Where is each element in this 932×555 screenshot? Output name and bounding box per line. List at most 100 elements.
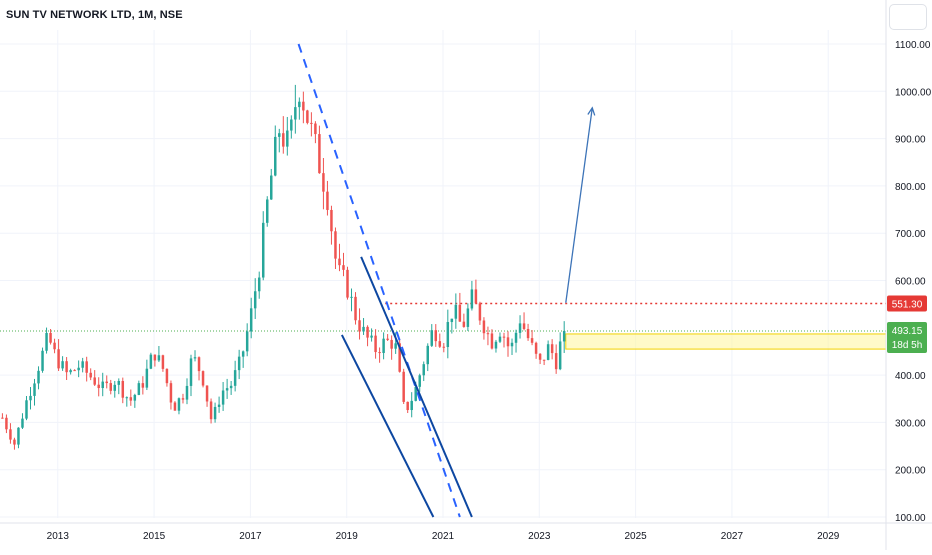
resistance-label-bg <box>887 295 927 312</box>
candle-body <box>33 383 36 396</box>
candle-body <box>434 330 438 342</box>
candle-body <box>45 332 48 351</box>
candle-body <box>85 361 88 373</box>
candle-body <box>550 344 554 354</box>
candle-body <box>510 342 514 347</box>
candle-body <box>29 395 32 401</box>
candle-body <box>141 383 145 388</box>
candle-body <box>229 385 233 389</box>
candle-body <box>450 318 454 323</box>
candle-body <box>518 323 522 333</box>
price-levels <box>0 302 886 332</box>
candle-body <box>237 356 241 371</box>
candle-body <box>53 342 56 350</box>
y-tick-label: 1100.00 <box>895 40 931 51</box>
candle-body <box>121 380 125 398</box>
candle-body <box>41 350 44 371</box>
candle-body <box>153 354 157 361</box>
candle-body <box>193 357 197 359</box>
candle-body <box>145 368 149 388</box>
candle-body <box>73 370 76 372</box>
candle-body <box>506 337 510 347</box>
x-tick-label: 2025 <box>624 531 647 542</box>
candle-body <box>137 383 141 395</box>
candle-body <box>526 328 530 339</box>
candle-body <box>241 351 245 357</box>
candle-body <box>97 384 100 389</box>
candle-body <box>422 364 425 376</box>
candle-body <box>546 344 550 360</box>
candle-body <box>394 343 397 349</box>
candle-body <box>274 136 277 176</box>
candle-body <box>298 101 301 108</box>
x-tick-label: 2013 <box>47 531 70 542</box>
candle-body <box>253 291 257 309</box>
candle-body <box>209 401 213 420</box>
candle-body <box>558 341 562 370</box>
candle-body <box>446 322 450 348</box>
candle-body <box>522 323 526 329</box>
candle-body <box>538 353 542 360</box>
candle-body <box>478 303 482 321</box>
candle-body <box>197 357 201 372</box>
candle-body <box>514 332 518 343</box>
grid-lines <box>0 30 886 518</box>
candle-body <box>430 330 434 346</box>
candle-body <box>5 417 8 430</box>
candle-body <box>77 367 80 371</box>
y-tick-label: 600.00 <box>895 277 926 288</box>
candle-body <box>454 304 458 319</box>
candle-body <box>414 386 417 401</box>
candle-body <box>69 370 72 373</box>
chart-title: SUN TV NETWORK LTD, 1M, NSE <box>6 9 183 21</box>
x-tick-label: 2015 <box>143 531 166 542</box>
candle-body <box>482 320 486 334</box>
projection-arrow-line <box>565 107 593 303</box>
candle-body <box>358 320 361 332</box>
candle-body <box>181 398 185 400</box>
candle-body <box>81 361 84 368</box>
candles <box>1 84 566 450</box>
candle-body <box>466 308 470 327</box>
candle-body <box>326 191 329 210</box>
chart-settings-button[interactable] <box>889 4 927 30</box>
candle-body <box>310 122 313 124</box>
candle-body <box>61 361 64 369</box>
candle-body <box>101 381 104 389</box>
candle-body <box>17 427 20 445</box>
candle-body <box>286 130 289 147</box>
resistance-label: 551.30 <box>892 300 923 311</box>
countdown-label: 18d 5h <box>892 340 923 351</box>
candle-body <box>378 352 381 354</box>
candle-body <box>354 296 357 321</box>
candle-body <box>406 401 409 411</box>
candle-body <box>294 107 297 120</box>
x-tick-label: 2017 <box>239 531 262 542</box>
candle-body <box>542 359 546 361</box>
candle-body <box>93 377 96 385</box>
candle-body <box>49 332 52 343</box>
candle-body <box>370 335 373 338</box>
drawings[interactable] <box>297 43 596 518</box>
candle-body <box>374 335 377 353</box>
candle-body <box>261 222 265 278</box>
candle-body <box>306 110 309 123</box>
candle-body <box>201 371 205 386</box>
candle-body <box>410 400 413 411</box>
candle-body <box>249 308 253 332</box>
candle-body <box>290 119 293 131</box>
candle-body <box>1 417 4 419</box>
channel-upper-line <box>360 256 473 518</box>
candle-body <box>185 385 189 400</box>
y-tick-label: 400.00 <box>895 371 926 382</box>
candle-body <box>13 439 16 445</box>
y-tick-label: 700.00 <box>895 229 926 240</box>
candle-body <box>113 384 117 391</box>
candle-body <box>530 338 534 343</box>
candle-body <box>9 429 12 440</box>
candle-body <box>398 343 401 372</box>
candle-body <box>490 333 494 349</box>
